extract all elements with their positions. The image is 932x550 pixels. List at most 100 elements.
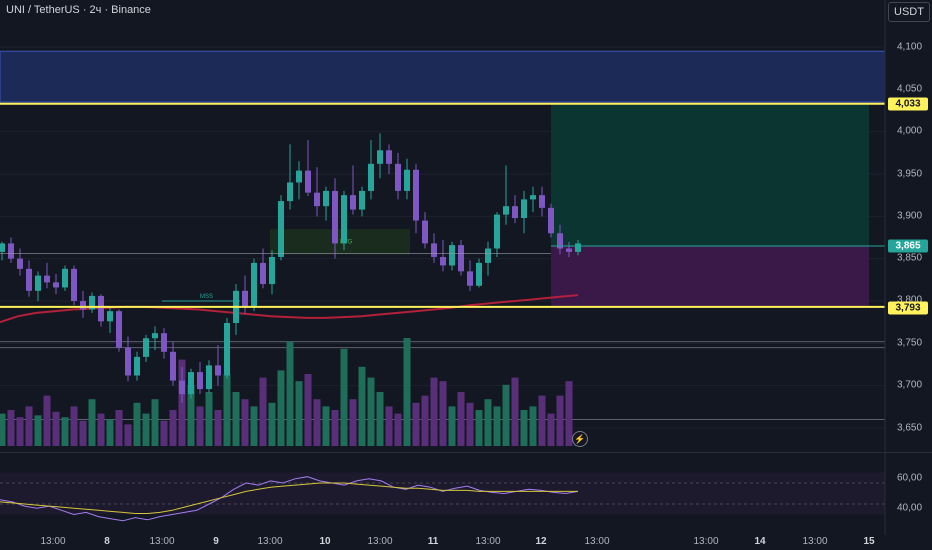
price-tick: 3,700: [897, 379, 923, 391]
volume-bar: [205, 392, 213, 446]
volume-bar: [358, 366, 366, 446]
candle-body: [116, 311, 122, 348]
time-tick: 12: [535, 536, 547, 547]
volume-bar: [475, 410, 483, 446]
candle-body: [377, 150, 383, 164]
volume-bar: [502, 384, 510, 446]
candle-body: [125, 347, 131, 376]
candle-body: [548, 207, 554, 234]
volume-bar: [529, 406, 537, 446]
volume-bar: [313, 399, 321, 446]
time-tick: 8: [104, 536, 110, 547]
candle-body: [413, 169, 419, 221]
candle-body: [404, 169, 410, 191]
volume-bar: [484, 399, 492, 446]
candle-body: [467, 271, 473, 286]
time-tick: 13:00: [693, 536, 719, 547]
candle-body: [80, 301, 86, 310]
volume-bar: [367, 377, 375, 446]
volume-bar: [520, 410, 528, 446]
candle-body: [170, 351, 176, 381]
volume-bar: [88, 399, 96, 446]
time-tick: 13:00: [475, 536, 501, 547]
candle-body: [17, 258, 23, 269]
candle-body: [539, 195, 545, 208]
candle-body: [107, 311, 113, 322]
pane-separator[interactable]: [0, 452, 932, 453]
price-tick: 3,650: [897, 422, 923, 434]
currency-button[interactable]: USDT: [888, 2, 930, 22]
time-tick: 14: [754, 536, 766, 547]
candle-body: [566, 248, 572, 252]
volume-bar: [286, 341, 294, 446]
candle-body: [251, 262, 257, 308]
upper-level-price-label: 4,033: [888, 97, 928, 111]
candle-body: [296, 170, 302, 183]
symbol-title[interactable]: UNI / TetherUS · 2ч · Binance: [6, 4, 151, 16]
volume-bar: [439, 381, 447, 446]
volume-bar: [187, 384, 195, 446]
volume-bar: [0, 413, 6, 446]
candle-body: [44, 275, 50, 283]
fvg-box: [270, 229, 410, 255]
candle-body: [314, 192, 320, 207]
volume-bar: [160, 420, 168, 446]
volume-bar: [538, 395, 546, 446]
candle-body: [359, 190, 365, 210]
volume-bar: [385, 406, 393, 446]
time-tick: 13:00: [367, 536, 393, 547]
volume-bar: [394, 413, 402, 446]
candle-body: [332, 190, 338, 244]
candle-body: [557, 233, 563, 249]
candle-body: [485, 248, 491, 263]
time-tick: 13:00: [40, 536, 66, 547]
volume-bar: [547, 413, 555, 446]
volume-bar: [70, 406, 78, 446]
volume-bar: [169, 410, 177, 446]
volume-bar: [43, 395, 51, 446]
candle-body: [8, 243, 14, 259]
volume-bar: [151, 399, 159, 446]
lightning-icon[interactable]: ⚡: [572, 431, 588, 447]
volume-bar: [16, 417, 24, 446]
candle-body: [0, 243, 5, 252]
volume-bar: [232, 392, 240, 446]
candle-body: [368, 163, 374, 191]
volume-bar: [565, 381, 573, 446]
volume-bar: [331, 410, 339, 446]
price-tick: 4,100: [897, 41, 923, 53]
candle-body: [26, 268, 32, 291]
volume-bar: [214, 410, 222, 446]
candle-body: [476, 262, 482, 286]
volume-bar: [448, 406, 456, 446]
volume-bar: [25, 406, 33, 446]
candle-body: [224, 323, 230, 376]
time-tick: 9: [213, 536, 219, 547]
candle-body: [215, 365, 221, 376]
supply-zone: [0, 50, 886, 103]
take-profit-zone: [551, 103, 869, 246]
candle-body: [89, 295, 95, 310]
candle-body: [305, 170, 311, 193]
candle-body: [503, 206, 509, 215]
volume-bar: [403, 338, 411, 446]
volume-bar: [61, 417, 69, 446]
volume-bar: [295, 381, 303, 446]
volume-bar: [196, 406, 204, 446]
price-tick: 4,050: [897, 83, 923, 95]
candle-body: [494, 214, 500, 249]
moving-average-line: [0, 294, 579, 324]
volume-bar: [511, 377, 519, 446]
rsi-ma-line: [0, 482, 578, 514]
price-tick: 4,000: [897, 125, 923, 137]
time-tick: 13:00: [149, 536, 175, 547]
volume-bar: [421, 395, 429, 446]
price-tick: 3,800: [897, 294, 923, 306]
candle-body: [242, 290, 248, 308]
volume-bar: [223, 374, 231, 446]
mss-label: MSS: [200, 294, 213, 300]
volume-bar: [556, 395, 564, 446]
volume-bar: [277, 370, 285, 446]
volume-bar: [7, 410, 15, 446]
